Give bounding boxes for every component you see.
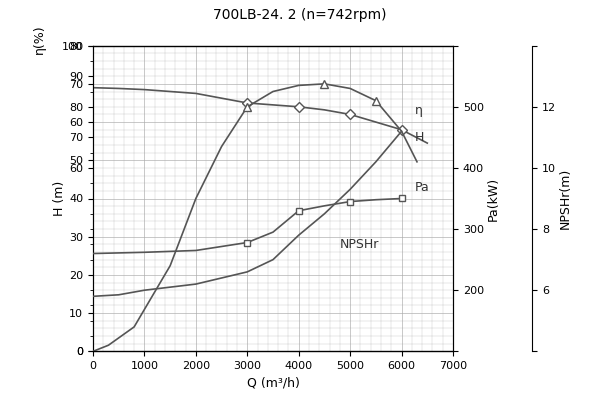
Y-axis label: η(%): η(%): [33, 25, 46, 54]
Y-axis label: H (m): H (m): [53, 181, 67, 216]
Text: Pa: Pa: [415, 181, 429, 194]
Text: H: H: [415, 131, 424, 144]
Y-axis label: NPSHr(m): NPSHr(m): [559, 168, 572, 229]
Text: NPSHr: NPSHr: [340, 238, 379, 251]
X-axis label: Q (m³/h): Q (m³/h): [247, 377, 299, 389]
Text: 700LB-24. 2 (n=742rpm): 700LB-24. 2 (n=742rpm): [213, 8, 387, 22]
Y-axis label: Pa(kW): Pa(kW): [487, 176, 500, 221]
Text: η: η: [415, 104, 422, 118]
